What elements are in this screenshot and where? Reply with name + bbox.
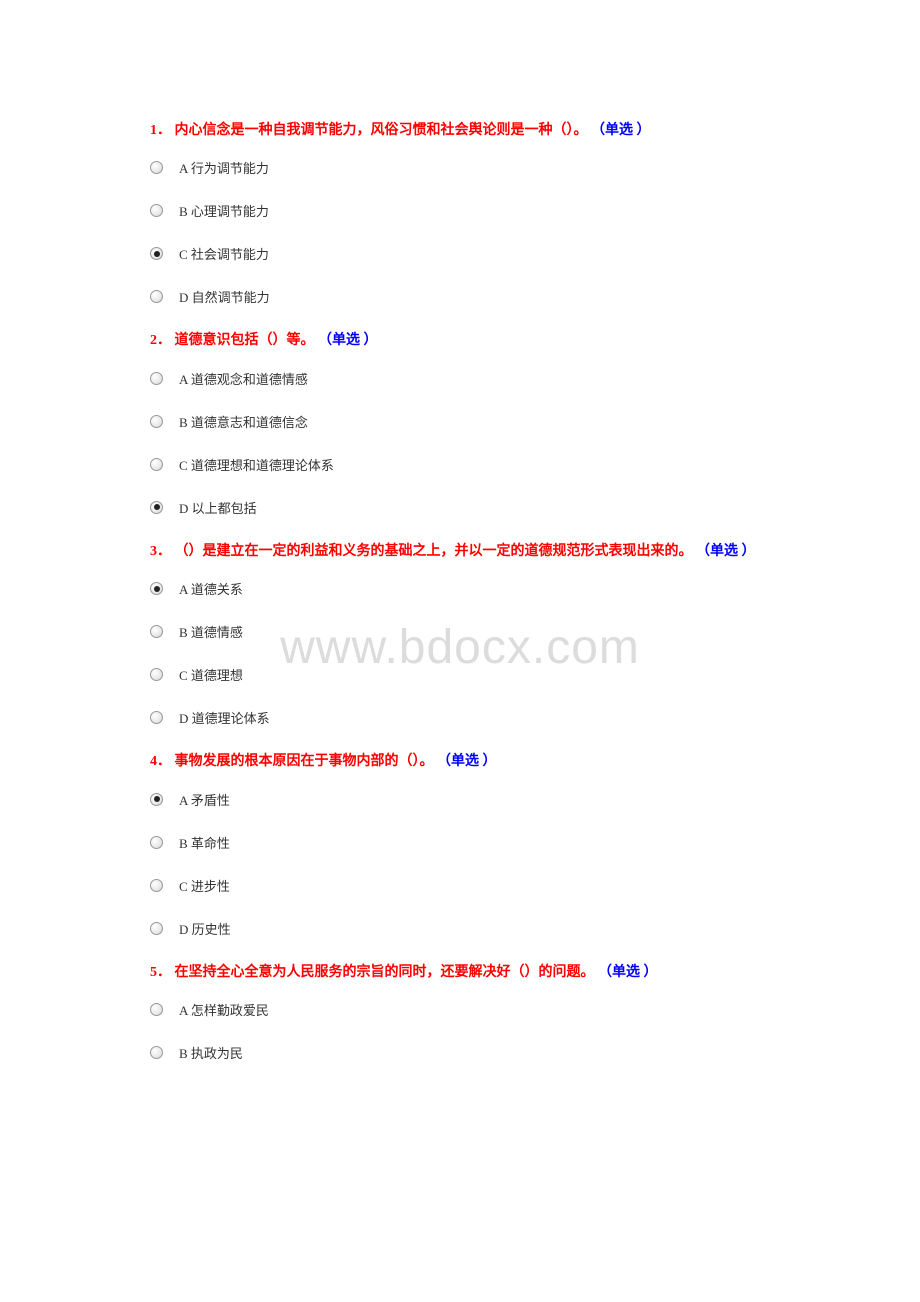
radio-icon-selected[interactable] — [150, 793, 163, 806]
option-row[interactable]: B 革命性 — [150, 833, 770, 852]
question-block: 1． 内心信念是一种自我调节能力，风俗习惯和社会舆论则是一种（）。 （单选 ） … — [150, 120, 770, 306]
option-row[interactable]: D 历史性 — [150, 919, 770, 938]
question-body: 在坚持全心全意为人民服务的宗旨的同时，还要解决好（）的问题。 — [175, 965, 595, 980]
question-type: （单选 ） — [437, 754, 497, 769]
radio-icon[interactable] — [150, 372, 163, 385]
radio-icon[interactable] — [150, 836, 163, 849]
option-row[interactable]: C 道德理想和道德理论体系 — [150, 455, 770, 474]
option-label: C 道德理想和道德理论体系 — [179, 455, 334, 474]
option-label: C 进步性 — [179, 876, 230, 895]
option-row[interactable]: A 道德观念和道德情感 — [150, 369, 770, 388]
option-label: A 行为调节能力 — [179, 158, 269, 177]
radio-icon[interactable] — [150, 879, 163, 892]
option-row[interactable]: A 行为调节能力 — [150, 158, 770, 177]
question-number: 5． — [150, 965, 171, 980]
question-text: 5． 在坚持全心全意为人民服务的宗旨的同时，还要解决好（）的问题。 （单选 ） — [150, 962, 770, 984]
option-label: B 革命性 — [179, 833, 230, 852]
radio-icon[interactable] — [150, 415, 163, 428]
question-type: （单选 ） — [318, 333, 378, 348]
radio-icon[interactable] — [150, 204, 163, 217]
option-label: A 道德关系 — [179, 579, 243, 598]
option-label: D 以上都包括 — [179, 498, 257, 517]
question-number: 3． — [150, 544, 171, 559]
radio-icon-selected[interactable] — [150, 247, 163, 260]
question-text: 3． （）是建立在一定的利益和义务的基础之上，并以一定的道德规范形式表现出来的。… — [150, 541, 770, 563]
quiz-content: 1． 内心信念是一种自我调节能力，风俗习惯和社会舆论则是一种（）。 （单选 ） … — [150, 120, 770, 1062]
radio-icon[interactable] — [150, 161, 163, 174]
option-row[interactable]: D 以上都包括 — [150, 498, 770, 517]
radio-icon[interactable] — [150, 1003, 163, 1016]
question-block: 4． 事物发展的根本原因在于事物内部的（）。 （单选 ） A 矛盾性 B 革命性… — [150, 751, 770, 937]
option-row[interactable]: B 执政为民 — [150, 1043, 770, 1062]
radio-icon[interactable] — [150, 290, 163, 303]
option-label: B 道德情感 — [179, 622, 243, 641]
option-label: B 道德意志和道德信念 — [179, 412, 308, 431]
radio-icon[interactable] — [150, 711, 163, 724]
option-row[interactable]: A 矛盾性 — [150, 790, 770, 809]
question-type: （单选 ） — [696, 544, 756, 559]
question-body: 事物发展的根本原因在于事物内部的（）。 — [175, 754, 434, 769]
question-block: 2． 道德意识包括（）等。 （单选 ） A 道德观念和道德情感 B 道德意志和道… — [150, 330, 770, 516]
question-block: 5． 在坚持全心全意为人民服务的宗旨的同时，还要解决好（）的问题。 （单选 ） … — [150, 962, 770, 1062]
question-number: 4． — [150, 754, 171, 769]
question-type: （单选 ） — [591, 123, 651, 138]
question-block: 3． （）是建立在一定的利益和义务的基础之上，并以一定的道德规范形式表现出来的。… — [150, 541, 770, 727]
question-body: 内心信念是一种自我调节能力，风俗习惯和社会舆论则是一种（）。 — [175, 123, 588, 138]
option-label: A 道德观念和道德情感 — [179, 369, 308, 388]
option-row[interactable]: C 进步性 — [150, 876, 770, 895]
question-body: （）是建立在一定的利益和义务的基础之上，并以一定的道德规范形式表现出来的。 — [175, 544, 693, 559]
radio-icon[interactable] — [150, 668, 163, 681]
question-body: 道德意识包括（）等。 — [175, 333, 315, 348]
question-number: 1． — [150, 123, 171, 138]
option-label: A 怎样勤政爱民 — [179, 1000, 269, 1019]
question-number: 2． — [150, 333, 171, 348]
radio-icon[interactable] — [150, 922, 163, 935]
question-text: 4． 事物发展的根本原因在于事物内部的（）。 （单选 ） — [150, 751, 770, 773]
option-row[interactable]: A 道德关系 — [150, 579, 770, 598]
option-label: C 道德理想 — [179, 665, 243, 684]
option-label: D 自然调节能力 — [179, 287, 270, 306]
option-row[interactable]: D 自然调节能力 — [150, 287, 770, 306]
radio-icon-selected[interactable] — [150, 501, 163, 514]
option-row[interactable]: B 心理调节能力 — [150, 201, 770, 220]
option-label: D 道德理论体系 — [179, 708, 270, 727]
radio-icon[interactable] — [150, 458, 163, 471]
option-row[interactable]: A 怎样勤政爱民 — [150, 1000, 770, 1019]
option-row[interactable]: C 道德理想 — [150, 665, 770, 684]
option-label: B 执政为民 — [179, 1043, 243, 1062]
radio-icon-selected[interactable] — [150, 582, 163, 595]
question-text: 2． 道德意识包括（）等。 （单选 ） — [150, 330, 770, 352]
option-row[interactable]: C 社会调节能力 — [150, 244, 770, 263]
radio-icon[interactable] — [150, 1046, 163, 1059]
option-label: B 心理调节能力 — [179, 201, 269, 220]
question-text: 1． 内心信念是一种自我调节能力，风俗习惯和社会舆论则是一种（）。 （单选 ） — [150, 120, 770, 142]
option-label: D 历史性 — [179, 919, 231, 938]
option-label: C 社会调节能力 — [179, 244, 269, 263]
option-row[interactable]: B 道德意志和道德信念 — [150, 412, 770, 431]
option-label: A 矛盾性 — [179, 790, 230, 809]
option-row[interactable]: B 道德情感 — [150, 622, 770, 641]
question-type: （单选 ） — [598, 965, 658, 980]
option-row[interactable]: D 道德理论体系 — [150, 708, 770, 727]
radio-icon[interactable] — [150, 625, 163, 638]
